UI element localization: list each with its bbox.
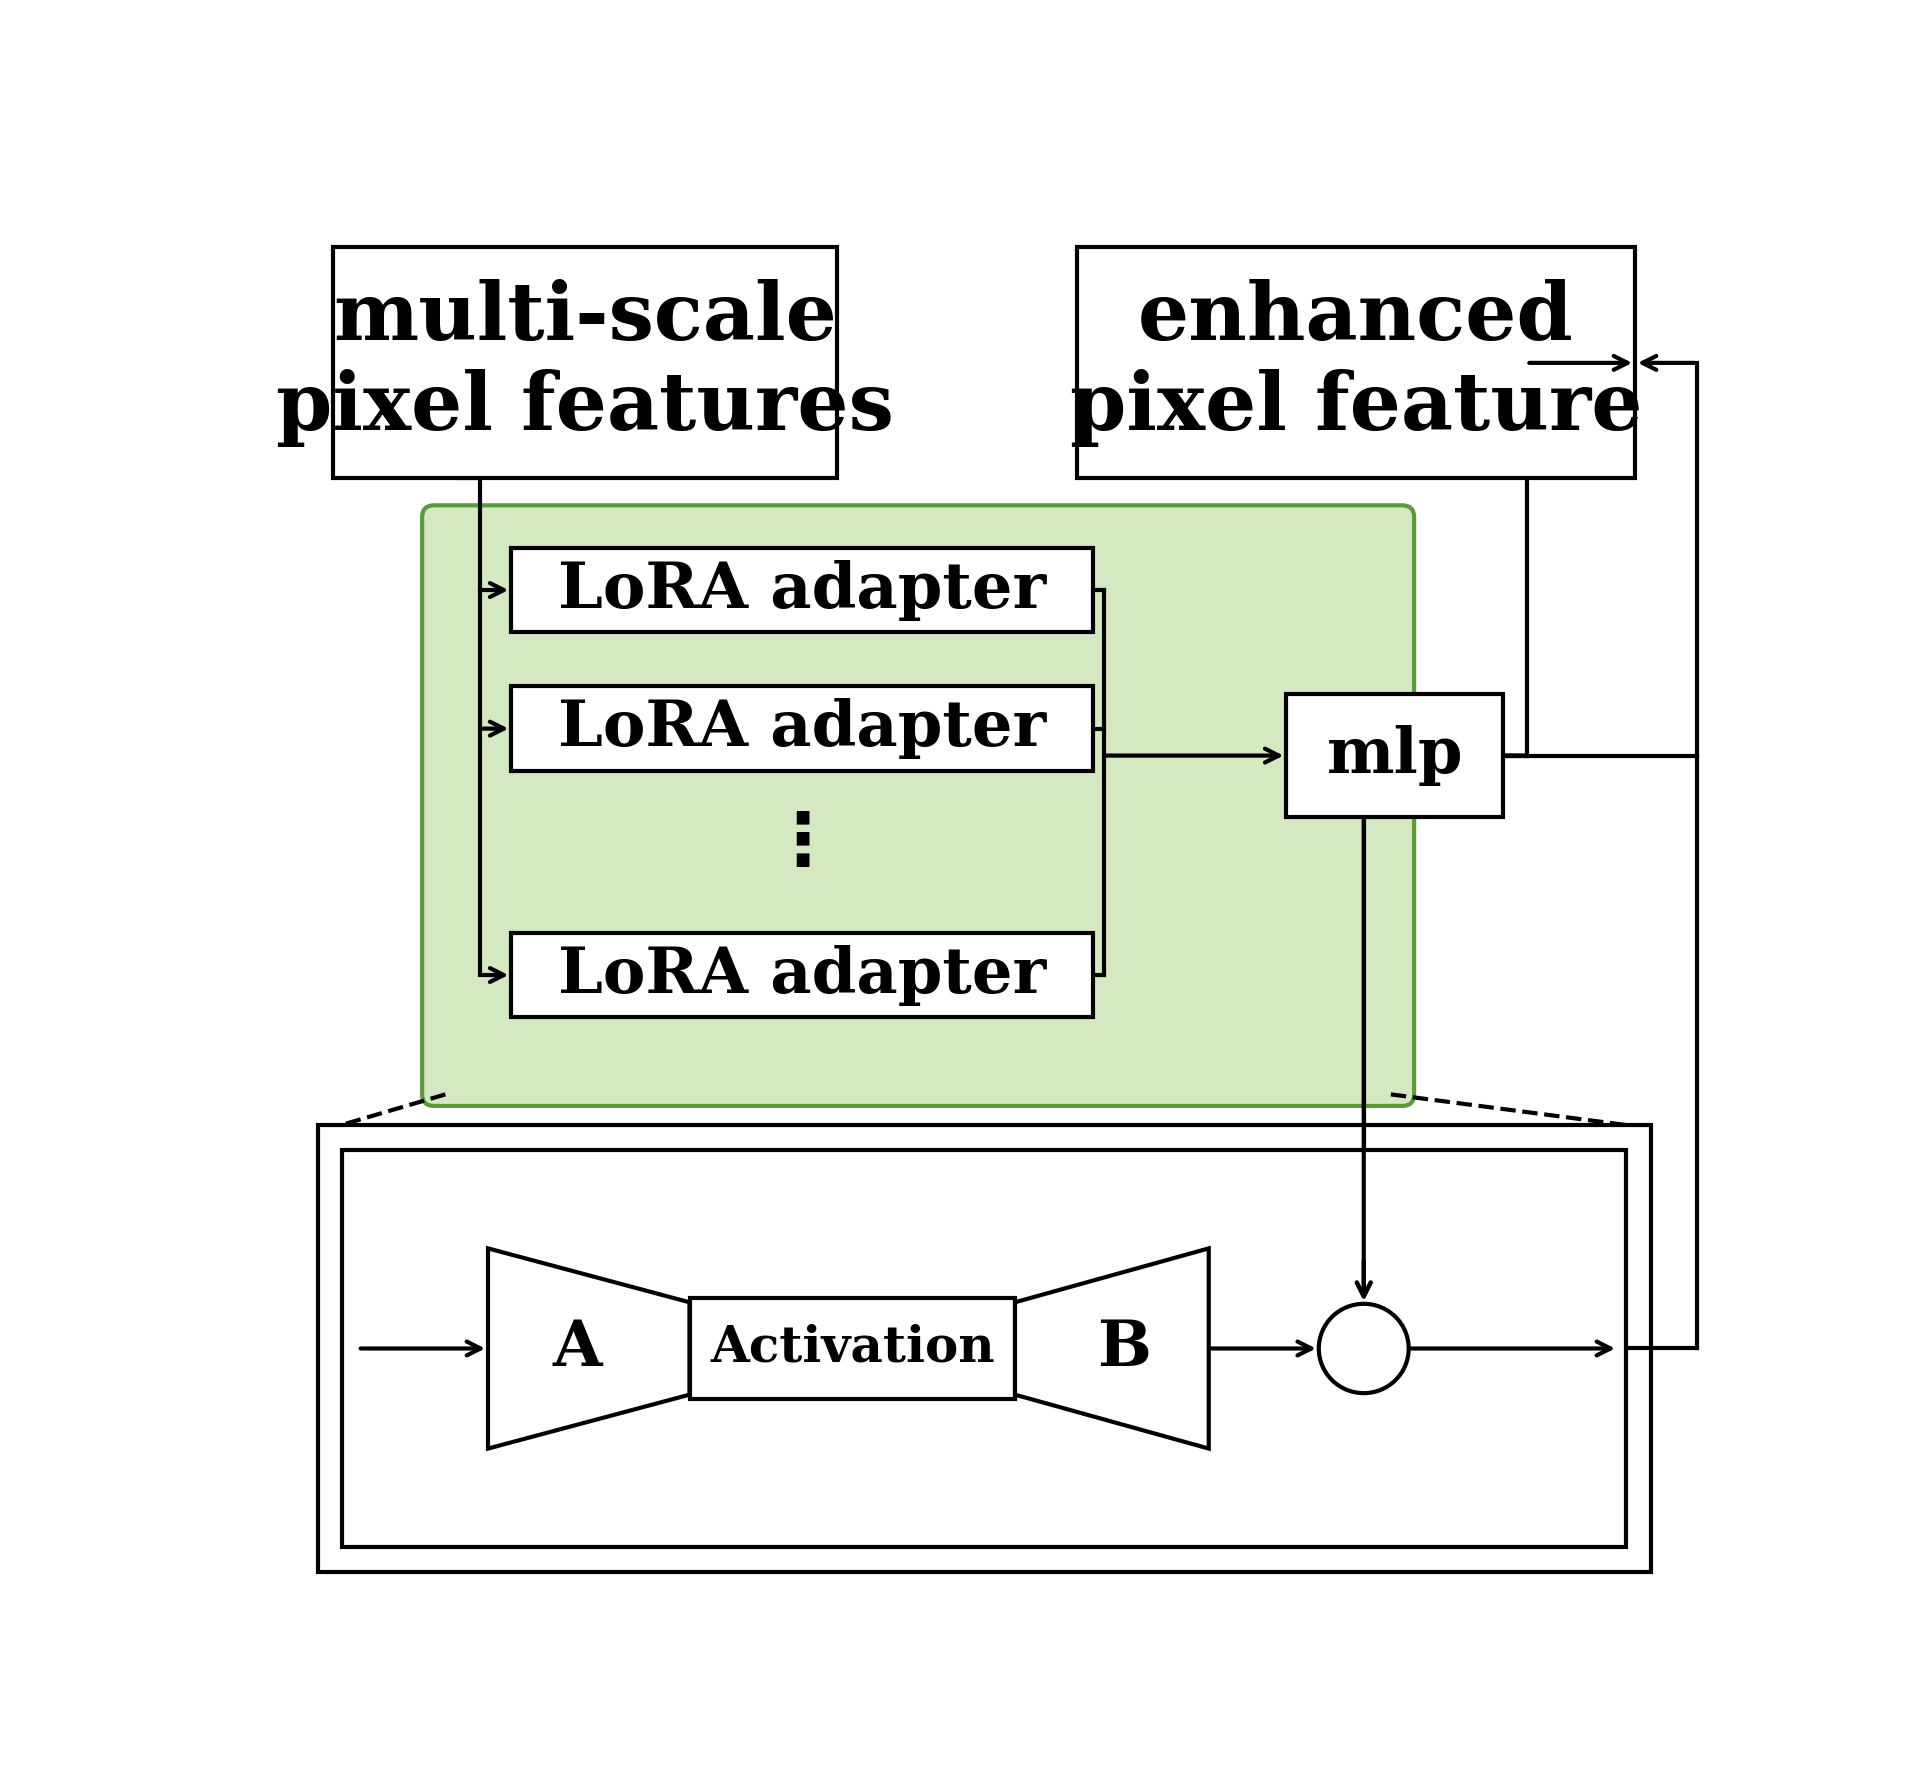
FancyBboxPatch shape: [511, 548, 1092, 633]
Text: LoRA adapter: LoRA adapter: [557, 699, 1046, 760]
FancyBboxPatch shape: [342, 1150, 1626, 1546]
Text: multi-scale
pixel features: multi-scale pixel features: [276, 280, 895, 446]
FancyBboxPatch shape: [511, 686, 1092, 771]
FancyBboxPatch shape: [689, 1299, 1016, 1398]
Text: enhanced
pixel feature: enhanced pixel feature: [1069, 280, 1642, 446]
Text: LoRA adapter: LoRA adapter: [557, 559, 1046, 620]
Polygon shape: [1016, 1249, 1210, 1448]
FancyBboxPatch shape: [317, 1125, 1651, 1572]
Text: mlp: mlp: [1327, 726, 1463, 787]
Circle shape: [1319, 1305, 1409, 1392]
Polygon shape: [488, 1249, 689, 1448]
Text: A: A: [553, 1317, 601, 1380]
Text: Activation: Activation: [710, 1324, 995, 1373]
FancyBboxPatch shape: [332, 247, 837, 478]
Text: ⋮: ⋮: [766, 810, 837, 878]
FancyBboxPatch shape: [422, 505, 1415, 1106]
FancyBboxPatch shape: [511, 932, 1092, 1018]
Text: B: B: [1096, 1317, 1150, 1380]
Text: LoRA adapter: LoRA adapter: [557, 944, 1046, 1005]
FancyBboxPatch shape: [1286, 694, 1503, 817]
FancyBboxPatch shape: [1077, 247, 1636, 478]
